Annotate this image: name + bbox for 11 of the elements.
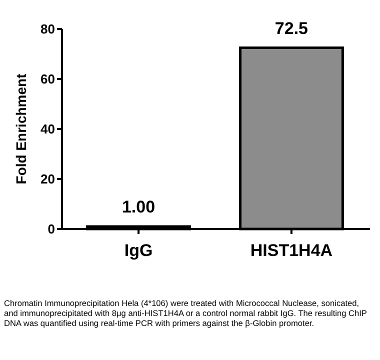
y-tick-label: 60	[40, 72, 55, 87]
x-tick-label: HIST1H4A	[250, 241, 333, 260]
y-tick-label: 20	[40, 172, 55, 187]
y-tick-label: 40	[40, 122, 55, 137]
data-label: 1.00	[122, 198, 156, 216]
x-tick-label: IgG	[124, 241, 153, 260]
y-tick-label: 0	[48, 222, 55, 237]
data-label: 72.5	[274, 18, 308, 38]
text: Chromatin Immunoprecipitation Hela (4*106) were treated with Micrococcal Nuclease, sonicated, and immunoprecipitated with 8μg anti-HIST1H4A or a control normal rabbit IgG. The resulting ChIP DNA was quantified using real-time PCR with primers against the β-Globin promoter.	[3, 298, 368, 328]
y-tick-label: 80	[40, 22, 55, 37]
y-axis-title: Fold Enrichment	[13, 73, 29, 184]
